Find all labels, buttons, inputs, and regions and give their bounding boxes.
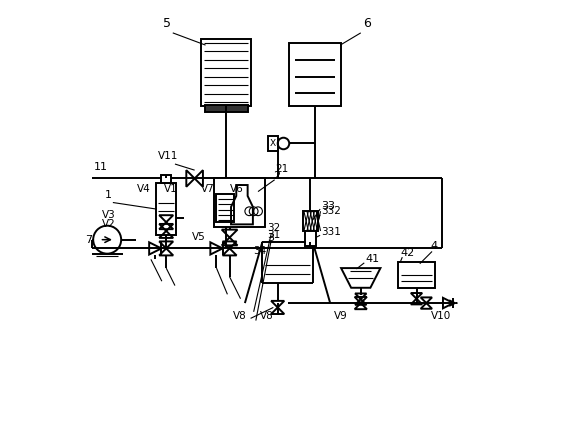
Bar [205, 105, 248, 112]
Text: V10: V10 [431, 311, 451, 321]
Bar [216, 194, 234, 222]
Bar [268, 136, 278, 151]
Text: 331: 331 [321, 227, 341, 238]
Text: 21: 21 [275, 164, 289, 174]
Text: V8: V8 [260, 311, 273, 321]
Text: 42: 42 [400, 248, 414, 258]
Text: V6: V6 [230, 184, 243, 194]
Text: V2: V2 [102, 219, 116, 229]
Text: V11: V11 [158, 151, 178, 161]
Bar [289, 43, 341, 106]
Text: 41: 41 [365, 254, 379, 264]
Text: V3: V3 [102, 210, 116, 220]
Bar [214, 179, 265, 227]
Text: 7: 7 [86, 235, 93, 245]
Text: 33: 33 [321, 201, 335, 211]
Text: 11: 11 [94, 162, 108, 172]
Text: 1: 1 [104, 191, 111, 200]
Text: V5: V5 [192, 232, 206, 242]
Text: V1: V1 [164, 184, 178, 194]
Text: V7: V7 [200, 184, 214, 194]
Text: 6: 6 [363, 17, 371, 30]
Text: 34: 34 [254, 246, 267, 256]
Text: V4: V4 [137, 184, 151, 194]
Text: 32: 32 [267, 223, 280, 233]
Text: 4: 4 [431, 241, 438, 251]
Text: V8: V8 [233, 312, 247, 322]
Text: V9: V9 [334, 311, 347, 321]
Text: X: X [270, 139, 275, 148]
Bar [305, 231, 316, 246]
Text: 2: 2 [273, 171, 281, 181]
Bar [302, 211, 318, 231]
Bar [156, 183, 176, 235]
Text: 332: 332 [321, 205, 341, 216]
Bar [201, 39, 251, 106]
Bar [161, 175, 172, 183]
Text: 5: 5 [162, 17, 171, 30]
Bar [398, 262, 435, 288]
Text: 31: 31 [267, 230, 280, 240]
Text: 3: 3 [267, 233, 274, 243]
